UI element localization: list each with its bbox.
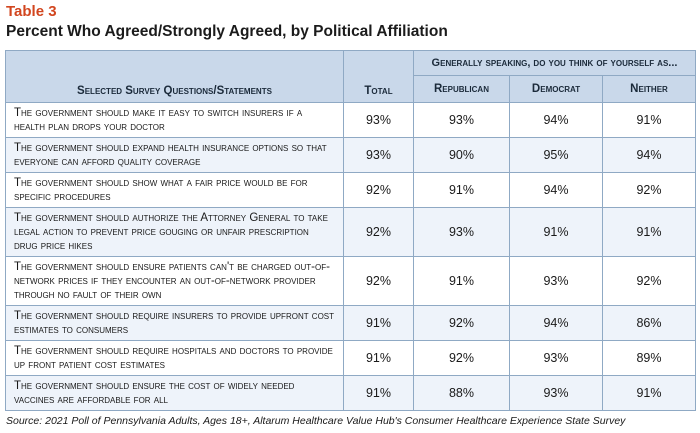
democrat-cell: 91% (509, 207, 603, 257)
total-cell: 92% (343, 172, 414, 208)
neither-cell: 89% (601, 340, 697, 376)
question-cell: The government should ensure the cost of… (5, 375, 344, 411)
republican-cell: 88% (413, 375, 510, 411)
question-cell: The government should authorize the Atto… (5, 207, 344, 257)
neither-cell: 92% (601, 172, 697, 208)
total-cell: 92% (343, 256, 414, 306)
neither-cell: 92% (601, 256, 697, 306)
question-cell: The government should expand health insu… (5, 137, 344, 173)
neither-cell: 91% (601, 102, 697, 138)
table-row: The government should expand health insu… (5, 137, 697, 173)
democrat-cell: 93% (509, 256, 603, 306)
neither-cell: 91% (601, 375, 697, 411)
table-row: The government should authorize the Atto… (5, 207, 697, 257)
question-cell: The government should require insurers t… (5, 305, 344, 341)
republican-cell: 92% (413, 340, 510, 376)
header-affiliation-group: Generally speaking, do you think of your… (412, 49, 697, 77)
table-title: Percent Who Agreed/Strongly Agreed, by P… (6, 23, 448, 40)
header-question: Selected Survey Questions/Statements (5, 50, 344, 103)
table-row: The government should ensure patients ca… (5, 256, 697, 306)
neither-cell: 94% (601, 137, 697, 173)
source-note: Source: 2021 Poll of Pennsylvania Adults… (6, 415, 626, 427)
header-neither: Neither (601, 75, 697, 103)
total-cell: 91% (343, 305, 414, 341)
question-cell: The government should require hospitals … (5, 340, 344, 376)
table-row: The government should show what a fair p… (5, 172, 697, 208)
question-cell: The government should show what a fair p… (5, 172, 344, 208)
total-cell: 93% (343, 137, 414, 173)
neither-cell: 91% (601, 207, 697, 257)
total-cell: 91% (343, 340, 414, 376)
total-cell: 91% (343, 375, 414, 411)
table-row: The government should make it easy to sw… (5, 102, 697, 138)
table-row: The government should require insurers t… (5, 305, 697, 341)
republican-cell: 92% (413, 305, 510, 341)
democrat-cell: 94% (509, 172, 603, 208)
republican-cell: 91% (413, 172, 510, 208)
democrat-cell: 94% (509, 102, 603, 138)
survey-table: Selected Survey Questions/Statements Tot… (5, 49, 697, 411)
total-cell: 92% (343, 207, 414, 257)
neither-cell: 86% (601, 305, 697, 341)
total-cell: 93% (343, 102, 414, 138)
table-row: The government should require hospitals … (5, 340, 697, 376)
democrat-cell: 93% (509, 375, 603, 411)
democrat-cell: 95% (509, 137, 603, 173)
header-democrat: Democrat (509, 75, 603, 103)
question-cell: The government should make it easy to sw… (5, 102, 344, 138)
table-label: Table 3 (6, 3, 57, 20)
republican-cell: 90% (413, 137, 510, 173)
header-republican: Republican (413, 75, 510, 103)
democrat-cell: 94% (509, 305, 603, 341)
republican-cell: 93% (413, 102, 510, 138)
republican-cell: 93% (413, 207, 510, 257)
republican-cell: 91% (413, 256, 510, 306)
question-cell: The government should ensure patients ca… (5, 256, 344, 306)
header-total: Total (343, 50, 414, 103)
democrat-cell: 93% (509, 340, 603, 376)
table-row: The government should ensure the cost of… (5, 375, 697, 411)
